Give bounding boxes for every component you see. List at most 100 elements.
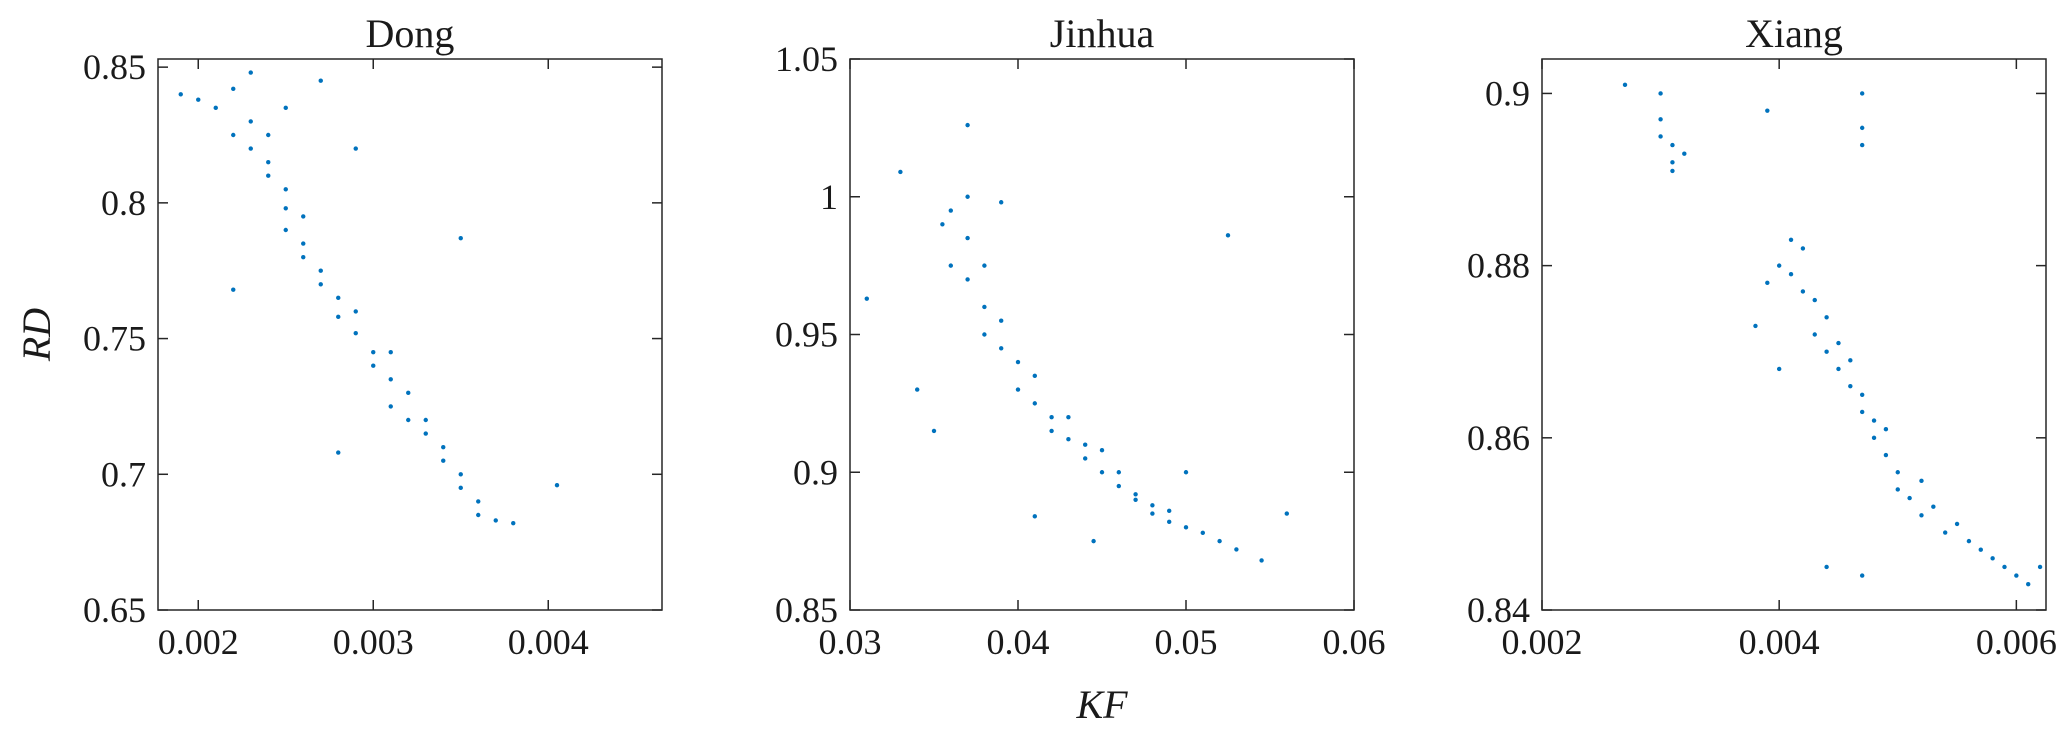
- x-tick-label: 0.004: [1739, 622, 1820, 662]
- y-tick-label: 0.84: [1467, 590, 1530, 630]
- point: [1848, 383, 1853, 389]
- x-tick-label: 0.002: [158, 622, 239, 662]
- point: [1066, 414, 1071, 420]
- point: [1800, 246, 1806, 251]
- chart-title: Xiang: [1745, 11, 1843, 56]
- point: [406, 390, 411, 396]
- chart-title: Jinhua: [1050, 11, 1155, 56]
- point: [1167, 519, 1172, 525]
- point: [301, 254, 306, 260]
- point: [999, 200, 1004, 205]
- point: [1658, 134, 1663, 139]
- point: [458, 235, 463, 241]
- point: [1848, 358, 1853, 363]
- point: [353, 309, 358, 314]
- point: [2014, 573, 2019, 578]
- point: [266, 132, 271, 138]
- point: [2037, 564, 2043, 570]
- point: [1015, 359, 1021, 365]
- point: [231, 132, 236, 138]
- point: [1859, 409, 1865, 415]
- point: [441, 444, 446, 450]
- point: [178, 92, 183, 97]
- point: [388, 349, 393, 355]
- point: [283, 227, 288, 233]
- point: [1083, 442, 1088, 447]
- point: [1776, 263, 1782, 268]
- point: [1859, 573, 1865, 578]
- point: [1871, 435, 1877, 441]
- point: [1788, 237, 1794, 242]
- point: [353, 146, 358, 151]
- point: [248, 70, 253, 75]
- point: [1225, 233, 1231, 238]
- point: [476, 512, 481, 518]
- point: [1859, 142, 1865, 148]
- point: [1116, 470, 1122, 475]
- point: [1032, 373, 1038, 379]
- point: [1859, 91, 1865, 96]
- y-tick-label: 1: [820, 177, 838, 217]
- x-tick-label: 0.004: [508, 622, 589, 662]
- y-tick-label: 0.86: [1467, 418, 1530, 458]
- y-tick-label: 0.85: [83, 47, 146, 87]
- point: [948, 208, 953, 213]
- point: [982, 304, 987, 310]
- point: [1812, 332, 1817, 337]
- point: [283, 187, 288, 192]
- point: [511, 520, 516, 526]
- point: [318, 268, 323, 273]
- point: [1167, 508, 1172, 514]
- point: [1836, 340, 1841, 346]
- point: [493, 518, 498, 523]
- point: [336, 295, 341, 301]
- point: [1133, 497, 1138, 502]
- point: [336, 314, 341, 320]
- point: [1670, 168, 1675, 174]
- point: [231, 287, 236, 292]
- y-tick-label: 0.9: [1485, 73, 1530, 113]
- point: [1015, 387, 1021, 392]
- point: [1824, 564, 1829, 570]
- point: [1883, 427, 1889, 432]
- axes-box: [849, 58, 1355, 611]
- point: [982, 332, 987, 337]
- axes-box: [1541, 58, 2047, 611]
- point: [1871, 418, 1877, 423]
- point: [1099, 470, 1105, 475]
- point: [248, 119, 253, 124]
- point: [266, 159, 271, 165]
- point: [1883, 452, 1889, 458]
- point: [231, 86, 236, 92]
- y-axis-label: RD: [14, 308, 59, 362]
- x-tick-label: 0.05: [1155, 622, 1218, 662]
- point: [1284, 511, 1290, 516]
- point: [423, 417, 428, 423]
- point: [1259, 558, 1264, 563]
- point: [2026, 581, 2031, 587]
- point: [371, 363, 376, 368]
- x-tick-label: 0.03: [819, 622, 882, 662]
- point: [1859, 392, 1865, 397]
- point: [1800, 289, 1806, 294]
- point: [915, 387, 920, 392]
- point: [1788, 272, 1794, 277]
- chart-title: Dong: [366, 11, 455, 56]
- point: [301, 214, 306, 219]
- point: [999, 346, 1004, 351]
- point: [1234, 547, 1239, 552]
- y-tick-label: 1.05: [775, 39, 838, 79]
- point: [1183, 470, 1189, 475]
- point: [1931, 504, 1936, 509]
- point: [1824, 349, 1829, 354]
- point: [965, 235, 970, 241]
- point: [406, 417, 411, 423]
- y-tick-label: 0.88: [1467, 246, 1530, 286]
- point: [1765, 280, 1770, 286]
- point: [1099, 448, 1105, 453]
- point: [1682, 151, 1687, 156]
- point: [1824, 315, 1829, 320]
- point: [1150, 503, 1155, 508]
- point: [965, 194, 970, 199]
